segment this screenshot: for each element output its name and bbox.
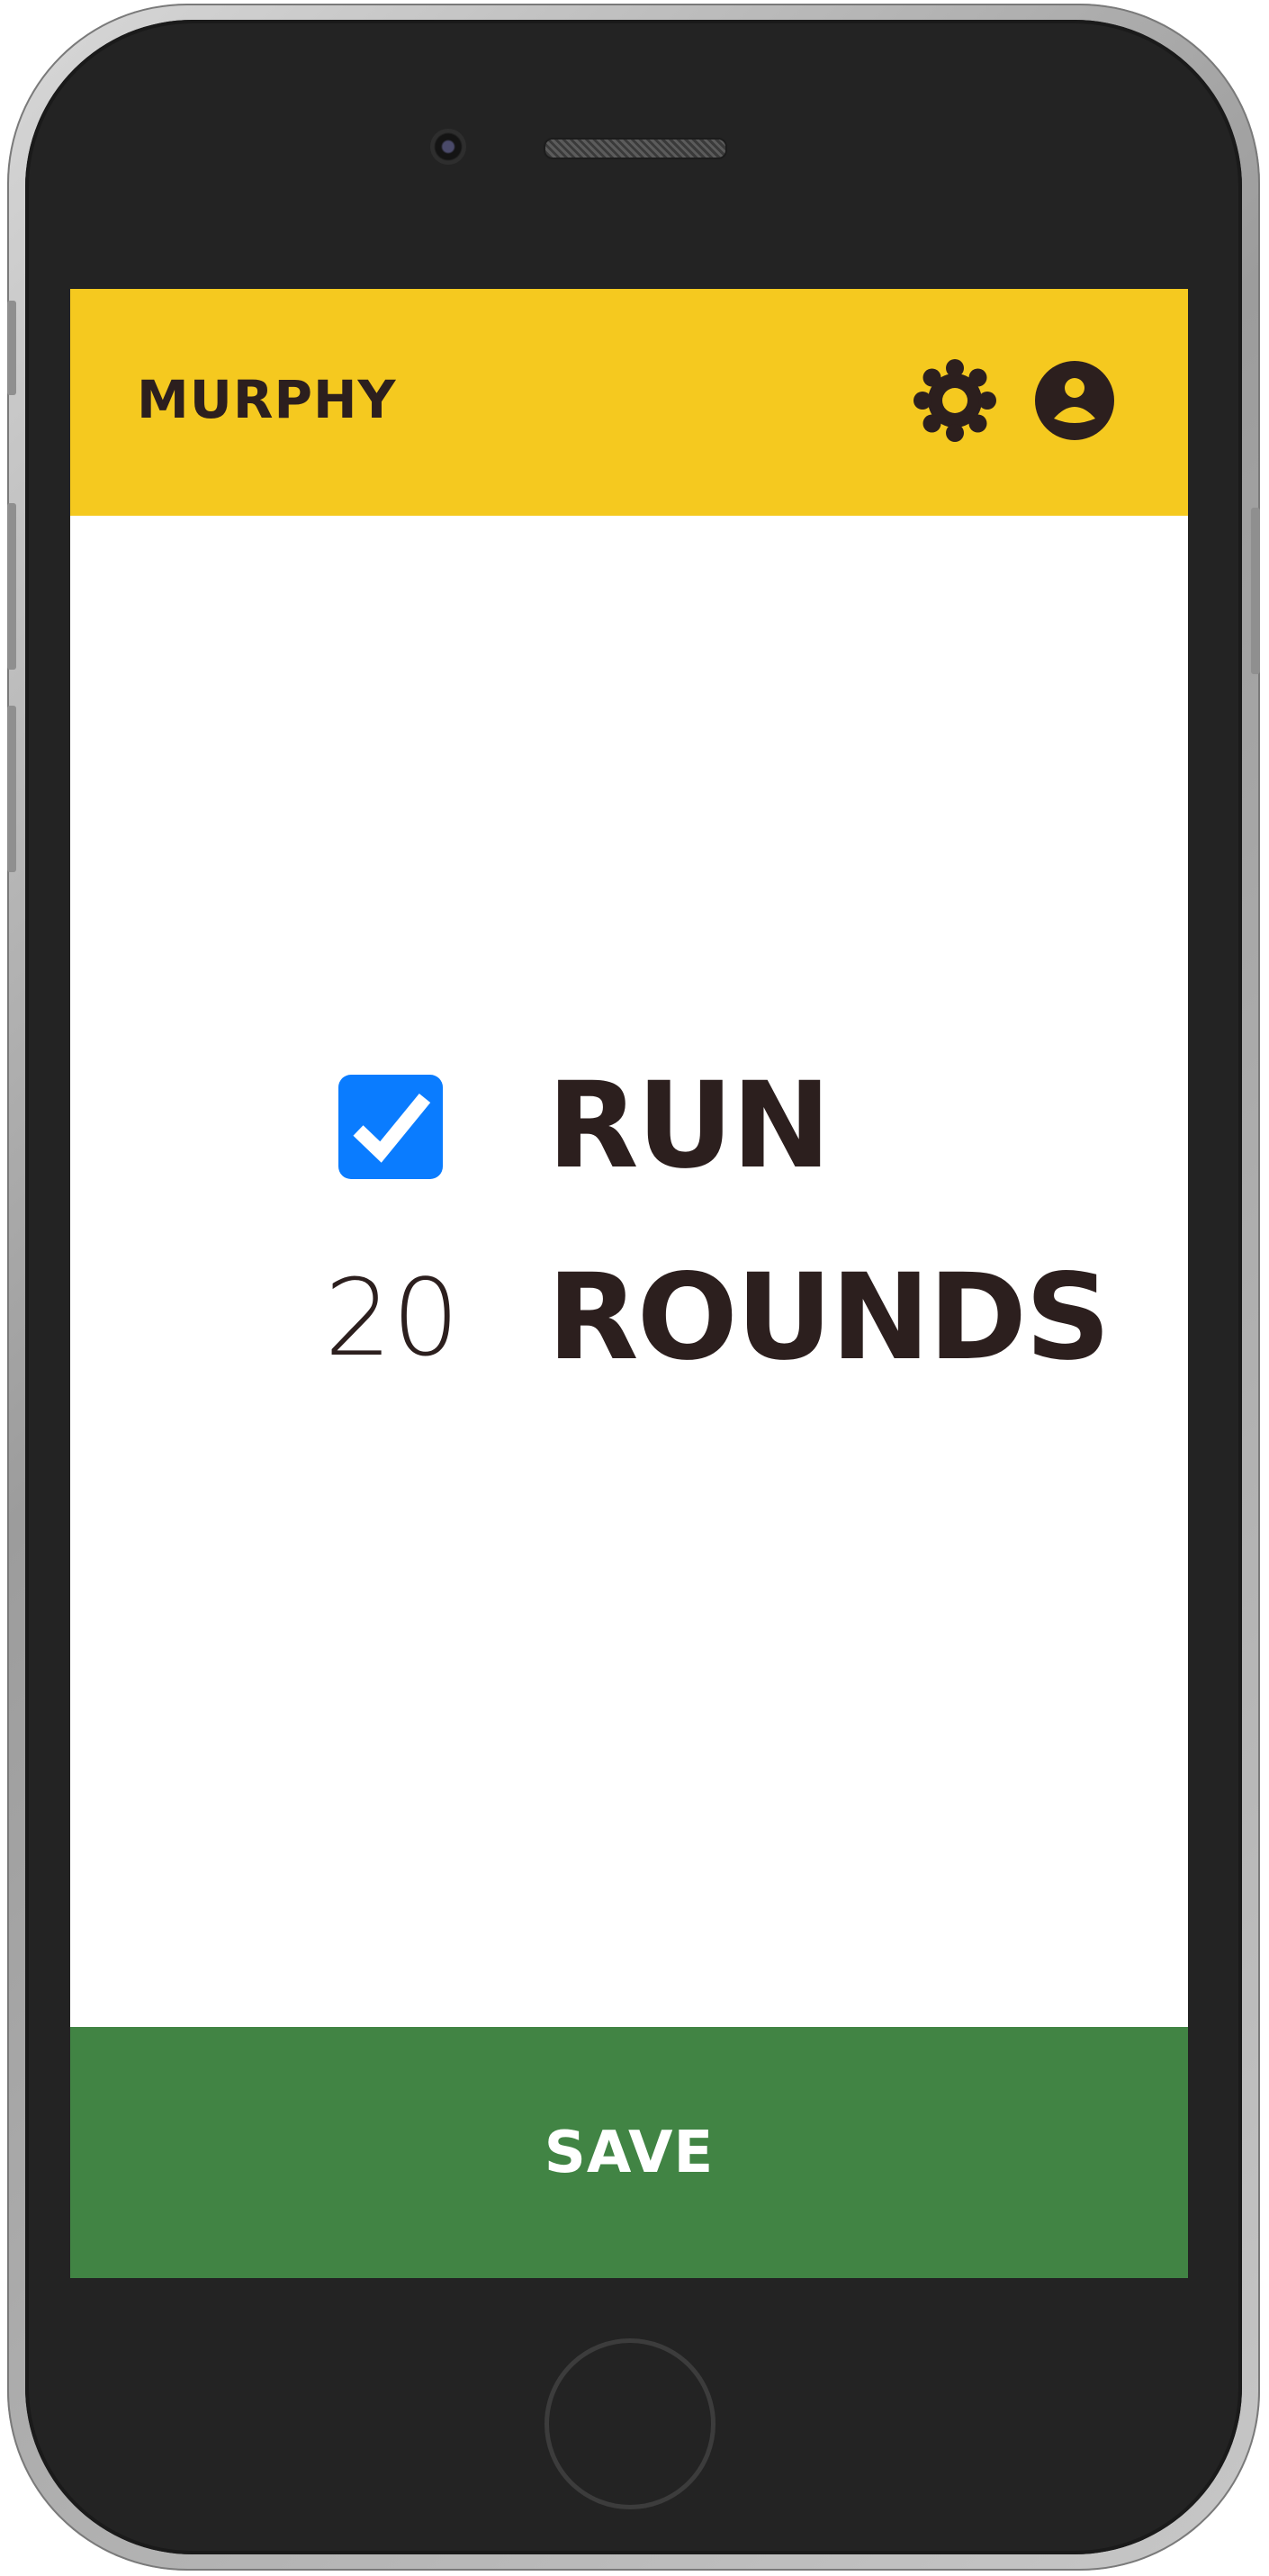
volume-down-button — [7, 706, 16, 872]
gear-icon[interactable] — [914, 359, 996, 442]
app-header: MURPHY — [70, 289, 1188, 516]
front-camera-icon — [430, 129, 466, 165]
app-screen: MURPHY — [70, 289, 1188, 2278]
volume-up-button — [7, 503, 16, 670]
earpiece-speaker — [544, 138, 727, 159]
list-item: RUN — [70, 1057, 1188, 1195]
checkmark-icon — [353, 1093, 431, 1163]
exercise-label: ROUNDS — [547, 1248, 1111, 1387]
save-button[interactable]: SAVE — [70, 2027, 1188, 2278]
exercise-label: RUN — [547, 1057, 831, 1195]
power-button — [1251, 508, 1260, 674]
app-title: MURPHY — [137, 369, 397, 430]
run-checkbox[interactable] — [338, 1075, 443, 1179]
list-item: 20 ROUNDS — [70, 1248, 1188, 1387]
profile-icon[interactable] — [1033, 359, 1116, 442]
rounds-count[interactable]: 20 — [324, 1256, 460, 1380]
mute-switch — [7, 301, 16, 395]
home-button[interactable] — [544, 2338, 716, 2509]
